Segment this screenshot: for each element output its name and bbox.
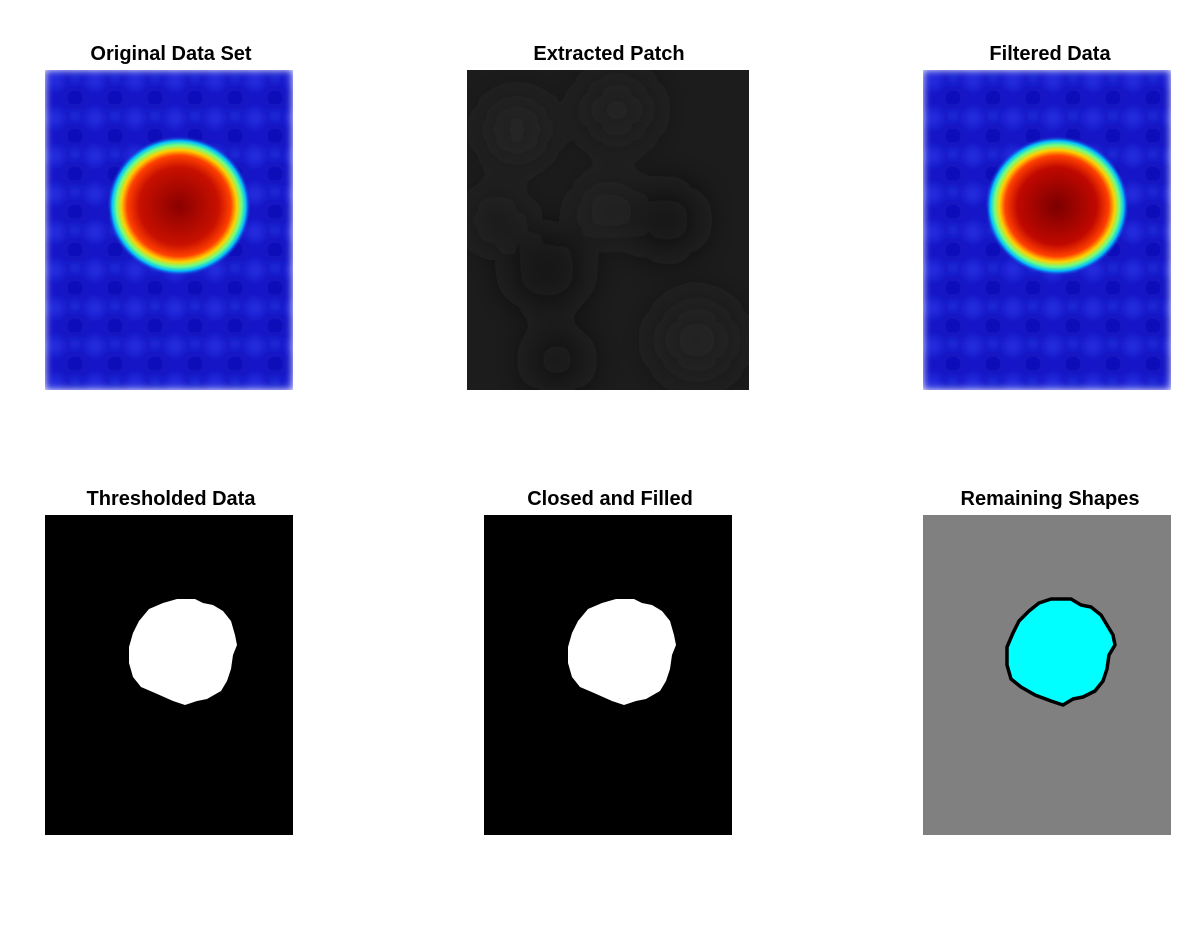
labeled-shape <box>1005 597 1117 707</box>
binary-blob-closed <box>568 599 676 705</box>
remaining-shapes-plot <box>1005 597 1117 707</box>
panel-extracted-patch <box>467 70 749 390</box>
panel-filtered-data <box>923 70 1171 390</box>
title-patch: Extracted Patch <box>533 43 685 65</box>
patch-image <box>467 70 749 390</box>
original-heatmap <box>45 70 293 390</box>
blob-intensity-filtered <box>985 136 1129 276</box>
title-filtered: Filtered Data <box>989 43 1111 65</box>
filtered-heatmap <box>923 70 1171 390</box>
panel-remaining-shapes <box>923 515 1171 835</box>
title-closed: Closed and Filled <box>527 488 693 510</box>
panel-thresholded-data <box>45 515 293 835</box>
binary-blob <box>129 599 237 705</box>
title-thresholded: Thresholded Data <box>86 488 256 510</box>
closed-mask <box>568 599 676 705</box>
thresholded-mask <box>129 599 237 705</box>
title-remaining: Remaining Shapes <box>960 488 1140 510</box>
panel-closed-filled <box>484 515 732 835</box>
panel-original-data <box>45 70 293 390</box>
title-original: Original Data Set <box>90 43 252 65</box>
blob-intensity <box>107 136 251 276</box>
